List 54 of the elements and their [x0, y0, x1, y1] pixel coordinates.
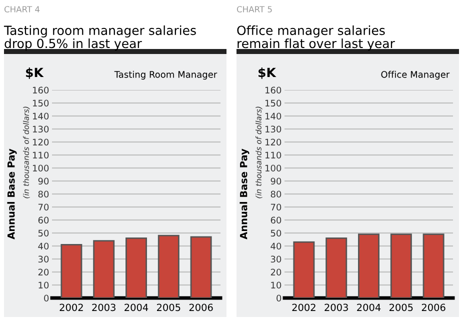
y-tick-label: 20	[270, 268, 282, 276]
caption: CHART 5	[236, 6, 272, 12]
x-tick-label: 2006	[422, 304, 446, 312]
y-tick-label: 50	[270, 230, 282, 237]
x-tick-label: 2003	[92, 304, 116, 312]
y-tick-label: 100	[32, 164, 49, 172]
y-tick-label: 80	[38, 190, 49, 198]
y-tick-label: 70	[270, 204, 282, 211]
y-axis-title: Annual Base Pay	[240, 148, 250, 240]
y-axis-title: Annual Base Pay	[7, 148, 17, 240]
y-tick-label: 60	[38, 216, 49, 224]
y-tick-label: 150	[265, 100, 282, 107]
text: $K	[258, 68, 276, 79]
y-tick-label: 160	[265, 86, 282, 94]
text: Office Manager	[381, 70, 450, 80]
y-tick-label: 160	[32, 86, 49, 94]
y-tick-label: 30	[38, 256, 49, 263]
y-tick-label: 120	[265, 138, 282, 146]
x-tick-label: 2002	[60, 304, 83, 312]
x-tick-label: 2002	[292, 304, 316, 312]
y-tick-label: 20	[38, 268, 49, 276]
y-tick-label: 80	[270, 190, 282, 198]
text: $K	[26, 68, 44, 79]
y-tick-label: 60	[270, 216, 282, 224]
chart-title: Tasting room manager salaries drop 0.5% in last year	[4, 25, 196, 51]
x-tick-label: 2005	[389, 304, 413, 312]
y-tick-label: 30	[270, 256, 282, 263]
y-tick-label: 140	[32, 112, 49, 120]
y-tick-label: 100	[265, 164, 282, 172]
y-tick-label: 50	[38, 230, 49, 237]
y-tick-label: 90	[38, 178, 49, 185]
y-tick-label: 110	[265, 152, 282, 159]
y-tick-label: 110	[32, 152, 49, 159]
text: Tasting Room Manager	[114, 70, 218, 80]
y-tick-label: 0	[276, 294, 282, 302]
y-tick-label: 40	[270, 242, 282, 250]
y-tick-label: 10	[271, 282, 282, 289]
x-tick-label: 2004	[357, 304, 381, 312]
y-tick-label: 10	[38, 282, 49, 289]
y-tick-label: 90	[270, 178, 282, 185]
chart-title: Office manager salaries remain flat over last year	[237, 25, 395, 51]
y-tick-label: 40	[38, 242, 49, 250]
x-tick-label: 2005	[156, 304, 180, 312]
y-tick-label: 140	[265, 112, 282, 120]
y-tick-label: 130	[265, 126, 282, 133]
y-tick-label: 120	[32, 138, 49, 146]
y-tick-label: 0	[44, 294, 49, 302]
x-tick-label: 2004	[124, 304, 148, 312]
y-tick-label: 150	[32, 100, 49, 107]
x-tick-label: 2006	[189, 304, 213, 312]
caption: CHART 4	[4, 6, 40, 12]
y-tick-label: 70	[38, 204, 49, 211]
y-tick-label: 130	[32, 126, 49, 133]
x-tick-label: 2003	[324, 304, 348, 312]
